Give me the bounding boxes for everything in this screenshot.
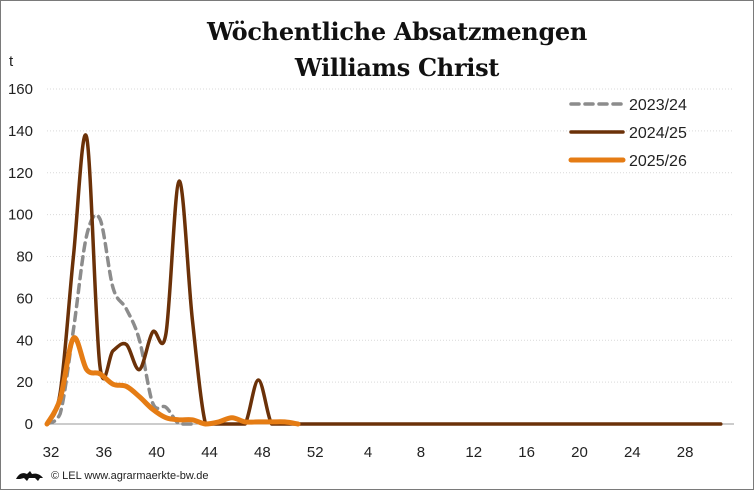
x-tick-label-16: 16	[518, 444, 535, 461]
y-tick-label-160: 160	[8, 81, 33, 98]
x-tick-label-48: 48	[254, 444, 271, 461]
y-tick-label-40: 40	[16, 332, 33, 349]
series-line-2024-25	[45, 133, 723, 426]
y-axis-unit-label: t	[9, 53, 14, 70]
footer: © LEL www.agrarmaerkte-bw.de	[15, 467, 209, 485]
y-tick-label-120: 120	[8, 165, 33, 182]
y-tick-labels: 0 20 40 60 80 100 120 140 160	[8, 81, 33, 433]
x-tick-label-20: 20	[571, 444, 588, 461]
x-tick-label-32: 32	[43, 444, 60, 461]
series-lines	[44, 133, 723, 427]
bw-lion-logo-icon	[16, 471, 43, 481]
legend: 2023/24 2024/25 2025/26	[568, 97, 687, 170]
y-tick-label-140: 140	[8, 123, 33, 140]
x-tick-label-52: 52	[307, 444, 324, 461]
x-tick-label-28: 28	[677, 444, 694, 461]
y-tick-label-100: 100	[8, 207, 33, 224]
series-line-2025-26	[44, 335, 301, 427]
x-tick-label-36: 36	[96, 444, 113, 461]
x-tick-label-24: 24	[624, 444, 641, 461]
x-tick-label-40: 40	[148, 444, 165, 461]
x-tick-label-4: 4	[364, 444, 372, 461]
y-tick-label-60: 60	[16, 290, 33, 307]
legend-label-2024-25: 2024/25	[629, 125, 687, 142]
legend-label-2023-24: 2023/24	[629, 97, 687, 114]
x-tick-labels: 32 36 40 44 48 52 4 8 12 16 20 24 28	[43, 444, 694, 461]
x-tick-label-12: 12	[465, 444, 482, 461]
x-tick-label-8: 8	[417, 444, 425, 461]
x-tick-label-44: 44	[201, 444, 218, 461]
chart-title: Wöchentliche Absatzmengen	[206, 17, 588, 46]
y-tick-label-20: 20	[16, 374, 33, 391]
legend-label-2025-26: 2025/26	[629, 153, 687, 170]
footer-copyright: © LEL www.agrarmaerkte-bw.de	[51, 470, 209, 482]
y-tick-label-0: 0	[25, 416, 33, 433]
chart-subtitle: Williams Christ	[294, 53, 500, 82]
y-tick-label-80: 80	[16, 249, 33, 266]
